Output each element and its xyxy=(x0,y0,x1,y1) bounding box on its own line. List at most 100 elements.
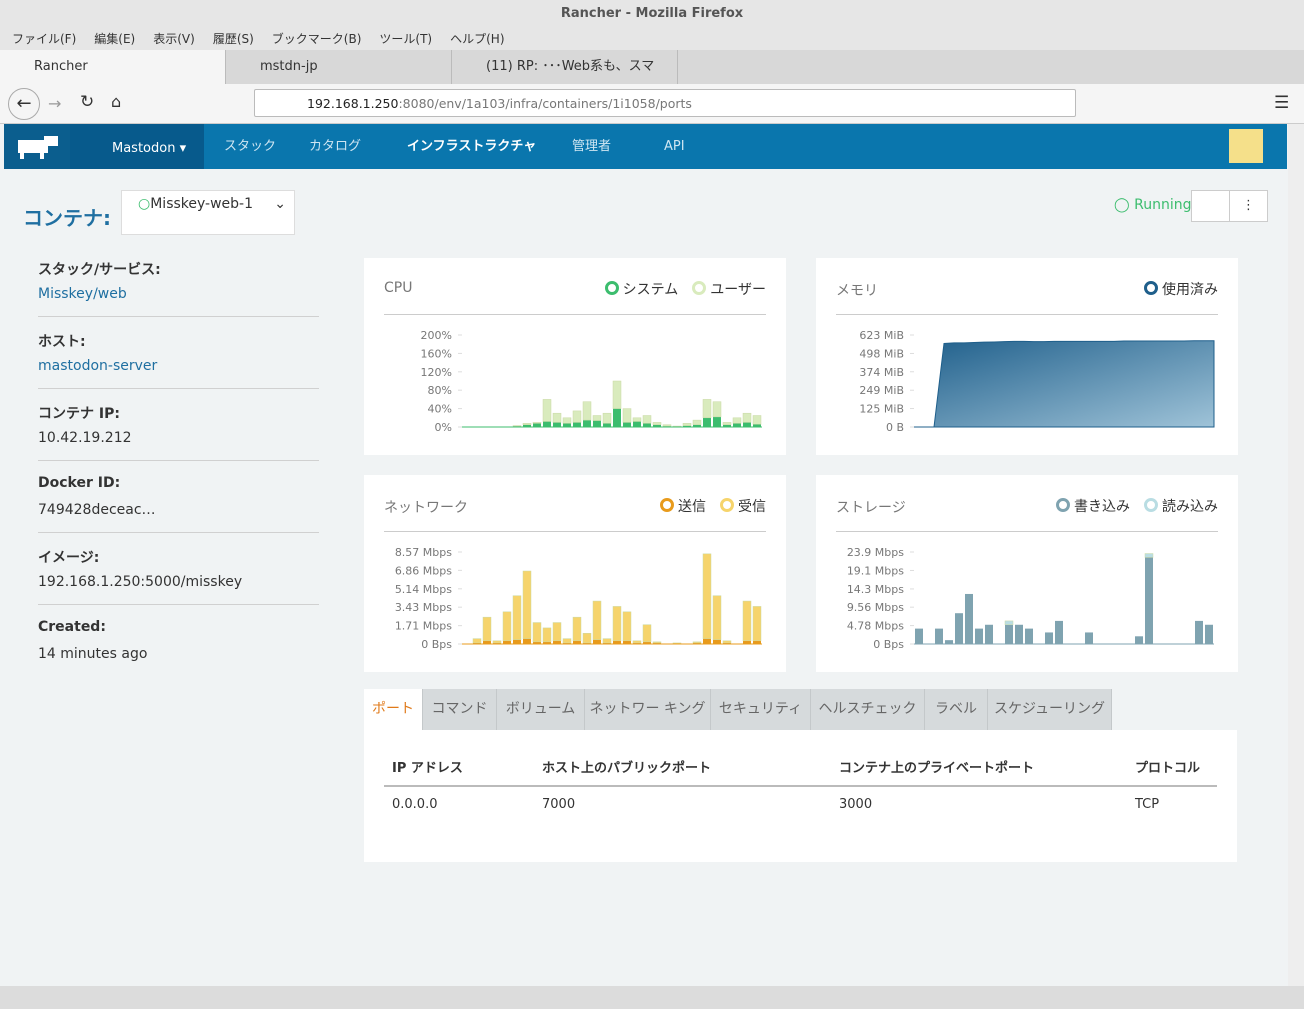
back-button[interactable]: ← xyxy=(8,88,40,120)
bar xyxy=(743,640,751,644)
page-tab[interactable]: コマンド xyxy=(423,689,497,730)
bar xyxy=(682,423,692,426)
separator xyxy=(836,314,1218,315)
browser-tab[interactable]: mstdn-jp xyxy=(226,50,452,84)
bar xyxy=(1205,624,1213,644)
bar xyxy=(592,415,602,421)
page-tab[interactable]: スケジューリング xyxy=(988,689,1112,730)
legend-swatch xyxy=(1144,498,1158,512)
legend-item: 送信 xyxy=(660,496,706,516)
y-tick-label: 374 MiB xyxy=(859,366,904,379)
menu-item[interactable]: ファイル(F) xyxy=(12,32,77,46)
bar xyxy=(1045,632,1053,644)
bar xyxy=(622,611,632,642)
bar xyxy=(593,420,601,427)
menu-item[interactable]: 編集(E) xyxy=(94,32,136,46)
divider xyxy=(38,460,319,461)
bar xyxy=(603,642,611,644)
y-tick-label: 6.86 Mbps xyxy=(395,564,452,577)
chart-title: ネットワーク xyxy=(384,500,468,516)
y-tick-label: 623 MiB xyxy=(859,329,904,342)
menu-item[interactable]: ヘルプ(H) xyxy=(450,32,505,46)
page-tab[interactable]: ポート xyxy=(364,689,423,730)
bar xyxy=(722,640,732,644)
bar xyxy=(692,641,702,644)
logo[interactable] xyxy=(4,124,70,169)
bar xyxy=(562,417,572,424)
bar xyxy=(1055,620,1063,644)
nav-item[interactable]: カタログ xyxy=(309,139,362,154)
menu-item[interactable]: 表示(V) xyxy=(153,32,195,46)
nav-item[interactable]: 管理者 xyxy=(572,139,612,154)
url-host: 192.168.1.250 xyxy=(307,96,399,111)
avatar[interactable] xyxy=(1229,129,1263,163)
bar xyxy=(753,640,761,644)
bar xyxy=(753,424,761,427)
forward-button[interactable]: → xyxy=(48,94,62,113)
page-tab[interactable]: セキュリティ xyxy=(711,689,811,730)
bar xyxy=(542,399,552,422)
page-tab[interactable]: ボリューム xyxy=(497,689,585,730)
page-tab[interactable]: ヘルスチェック xyxy=(811,689,925,730)
container-select[interactable]: ○Misskey-web-1 ⌄ xyxy=(121,190,295,235)
bar xyxy=(473,642,481,644)
y-tick-label: 1.71 Mbps xyxy=(395,620,452,633)
bar xyxy=(592,600,602,640)
y-tick-label: 498 MiB xyxy=(859,347,904,360)
env-name: Mastodon xyxy=(112,141,176,156)
bar xyxy=(472,638,482,644)
bar xyxy=(723,642,731,644)
info-label: Docker ID: xyxy=(38,475,121,491)
home-button[interactable]: ⌂ xyxy=(111,92,122,111)
scrollbar[interactable] xyxy=(1288,124,1304,986)
bar xyxy=(1005,624,1013,644)
chart-card: ストレージ 書き込み 読み込み 0 Bps 4.78 Mbps 9.56 Mbps 14.3… xyxy=(816,475,1238,672)
app-header: Mastodon ▾ スタック カタログ インフラストラクチャ 管理者 API xyxy=(4,124,1287,169)
bar xyxy=(623,422,631,427)
y-tick-label: 0 Bps xyxy=(873,638,904,651)
menu-item[interactable]: ツール(T) xyxy=(379,32,433,46)
console-button[interactable] xyxy=(1191,190,1230,222)
reload-button[interactable]: ↻ xyxy=(80,92,95,112)
url-bar[interactable]: 192.168.1.250:8080/env/1a103/infra/conta… xyxy=(254,89,1076,117)
y-tick-label: 0 B xyxy=(886,421,904,434)
bar xyxy=(513,639,521,644)
page-tab[interactable]: ラベル xyxy=(925,689,988,730)
y-tick-label: 249 MiB xyxy=(859,384,904,397)
menu-item[interactable]: ブックマーク(B) xyxy=(271,32,362,46)
ports-table: IP アドレス ホスト上のパブリックポート コンテナ上のプライベートポート プロトコル… xyxy=(384,760,1217,812)
env-selector[interactable]: Mastodon ▾ xyxy=(70,124,204,169)
info-value: 192.168.1.250:5000/misskey xyxy=(38,574,243,590)
legend-swatch xyxy=(604,281,619,295)
status-area xyxy=(0,986,1304,1009)
nav-item[interactable]: API xyxy=(664,139,685,154)
page-tab[interactable]: ネットワー キング xyxy=(585,689,711,730)
bar xyxy=(553,640,561,644)
legend-swatch xyxy=(1144,281,1158,295)
logo-icon xyxy=(18,136,58,159)
divider xyxy=(38,532,319,533)
more-button[interactable]: ⋮ xyxy=(1229,190,1268,222)
bar xyxy=(572,410,582,423)
bar xyxy=(602,412,612,424)
bar xyxy=(573,422,581,427)
legend-item: ユーザー xyxy=(692,279,766,299)
bar xyxy=(633,421,641,427)
bar xyxy=(652,641,662,644)
bar xyxy=(553,422,561,427)
nav-item[interactable]: スタック xyxy=(224,139,277,154)
browser-tab[interactable]: Rancher xyxy=(0,50,226,84)
chart-title: ストレージ xyxy=(836,500,906,516)
state-text: Running xyxy=(1134,197,1192,213)
table-header: コンテナ上のプライベートポート xyxy=(839,760,1034,776)
legend: 書き込み 読み込み xyxy=(1056,496,1218,516)
bar xyxy=(492,640,502,644)
legend-item: 使用済み xyxy=(1144,279,1218,299)
bar xyxy=(542,627,552,643)
nav-item[interactable]: インフラストラクチャ xyxy=(407,139,537,154)
y-tick-label: 0% xyxy=(435,421,452,434)
browser-tab[interactable]: (11) RP: ･･･Web系も、スマ xyxy=(452,50,678,84)
menu-button[interactable]: ☰ xyxy=(1274,93,1290,113)
menu-item[interactable]: 履歴(S) xyxy=(212,32,254,46)
info-label: イメージ: xyxy=(38,550,100,566)
